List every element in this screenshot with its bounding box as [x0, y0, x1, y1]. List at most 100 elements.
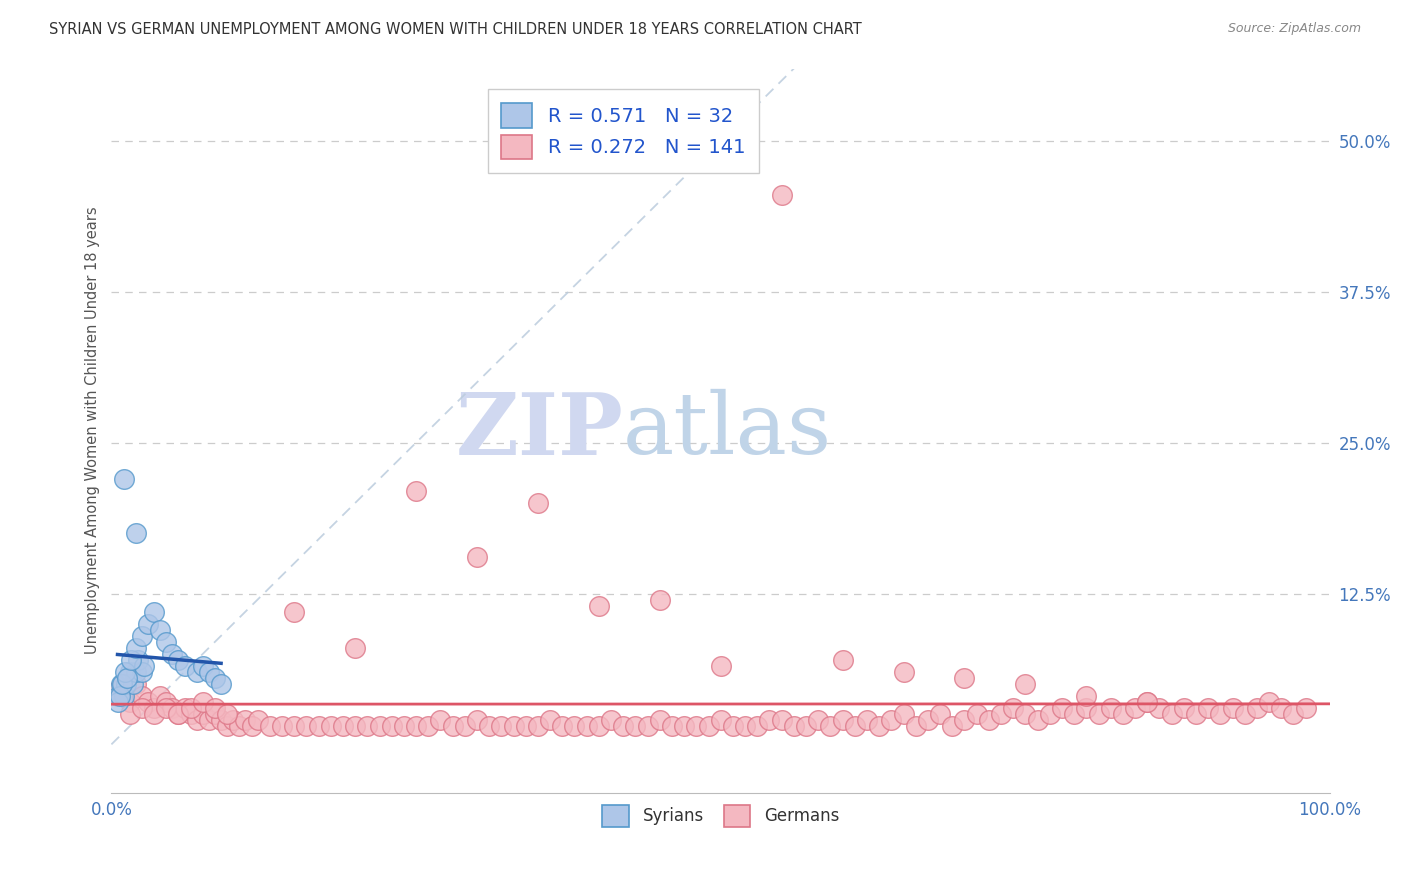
- Point: [344, 640, 367, 655]
- Point: [136, 695, 159, 709]
- Point: [1222, 701, 1244, 715]
- Point: [155, 701, 177, 715]
- Point: [478, 719, 501, 733]
- Point: [685, 719, 707, 733]
- Point: [332, 719, 354, 733]
- Point: [831, 713, 853, 727]
- Point: [198, 713, 221, 727]
- Point: [1295, 701, 1317, 715]
- Point: [162, 701, 184, 715]
- Point: [319, 719, 342, 733]
- Point: [454, 719, 477, 733]
- Point: [502, 719, 524, 733]
- Point: [673, 719, 696, 733]
- Point: [941, 719, 963, 733]
- Point: [125, 526, 148, 541]
- Point: [173, 701, 195, 715]
- Point: [173, 659, 195, 673]
- Point: [734, 719, 756, 733]
- Point: [1160, 707, 1182, 722]
- Point: [1123, 701, 1146, 715]
- Point: [770, 188, 793, 202]
- Point: [661, 719, 683, 733]
- Point: [127, 653, 149, 667]
- Point: [125, 640, 148, 655]
- Point: [111, 677, 134, 691]
- Point: [1026, 713, 1049, 727]
- Point: [588, 599, 610, 613]
- Point: [162, 647, 184, 661]
- Point: [405, 483, 427, 498]
- Point: [588, 719, 610, 733]
- Point: [107, 689, 129, 703]
- Point: [344, 719, 367, 733]
- Point: [131, 701, 153, 715]
- Point: [893, 665, 915, 679]
- Point: [125, 665, 148, 679]
- Point: [136, 616, 159, 631]
- Point: [381, 719, 404, 733]
- Point: [1270, 701, 1292, 715]
- Text: Source: ZipAtlas.com: Source: ZipAtlas.com: [1227, 22, 1361, 36]
- Point: [167, 707, 190, 722]
- Point: [180, 701, 202, 715]
- Point: [107, 683, 129, 698]
- Point: [1002, 701, 1025, 715]
- Point: [953, 713, 976, 727]
- Point: [1087, 707, 1109, 722]
- Point: [118, 695, 141, 709]
- Point: [198, 665, 221, 679]
- Text: atlas: atlas: [623, 389, 832, 472]
- Point: [820, 719, 842, 733]
- Point: [844, 719, 866, 733]
- Point: [990, 707, 1012, 722]
- Point: [271, 719, 294, 733]
- Point: [246, 713, 269, 727]
- Point: [308, 719, 330, 733]
- Point: [893, 707, 915, 722]
- Point: [868, 719, 890, 733]
- Point: [575, 719, 598, 733]
- Point: [1149, 701, 1171, 715]
- Point: [217, 707, 239, 722]
- Point: [209, 713, 232, 727]
- Point: [167, 653, 190, 667]
- Point: [122, 677, 145, 691]
- Point: [112, 689, 135, 703]
- Point: [1136, 695, 1159, 709]
- Point: [240, 719, 263, 733]
- Point: [1112, 707, 1135, 722]
- Point: [441, 719, 464, 733]
- Point: [180, 707, 202, 722]
- Point: [1039, 707, 1062, 722]
- Point: [155, 634, 177, 648]
- Point: [259, 719, 281, 733]
- Point: [758, 713, 780, 727]
- Point: [831, 653, 853, 667]
- Point: [770, 713, 793, 727]
- Point: [418, 719, 440, 733]
- Point: [149, 689, 172, 703]
- Point: [429, 713, 451, 727]
- Point: [115, 677, 138, 691]
- Point: [710, 659, 733, 673]
- Point: [527, 719, 550, 733]
- Point: [624, 719, 647, 733]
- Point: [612, 719, 634, 733]
- Point: [1014, 677, 1036, 691]
- Point: [368, 719, 391, 733]
- Point: [149, 623, 172, 637]
- Point: [600, 713, 623, 727]
- Point: [186, 665, 208, 679]
- Point: [356, 719, 378, 733]
- Point: [1209, 707, 1232, 722]
- Point: [1185, 707, 1208, 722]
- Point: [392, 719, 415, 733]
- Point: [648, 713, 671, 727]
- Point: [697, 719, 720, 733]
- Point: [1050, 701, 1073, 715]
- Text: ZIP: ZIP: [456, 389, 623, 473]
- Point: [465, 713, 488, 727]
- Point: [538, 713, 561, 727]
- Point: [710, 713, 733, 727]
